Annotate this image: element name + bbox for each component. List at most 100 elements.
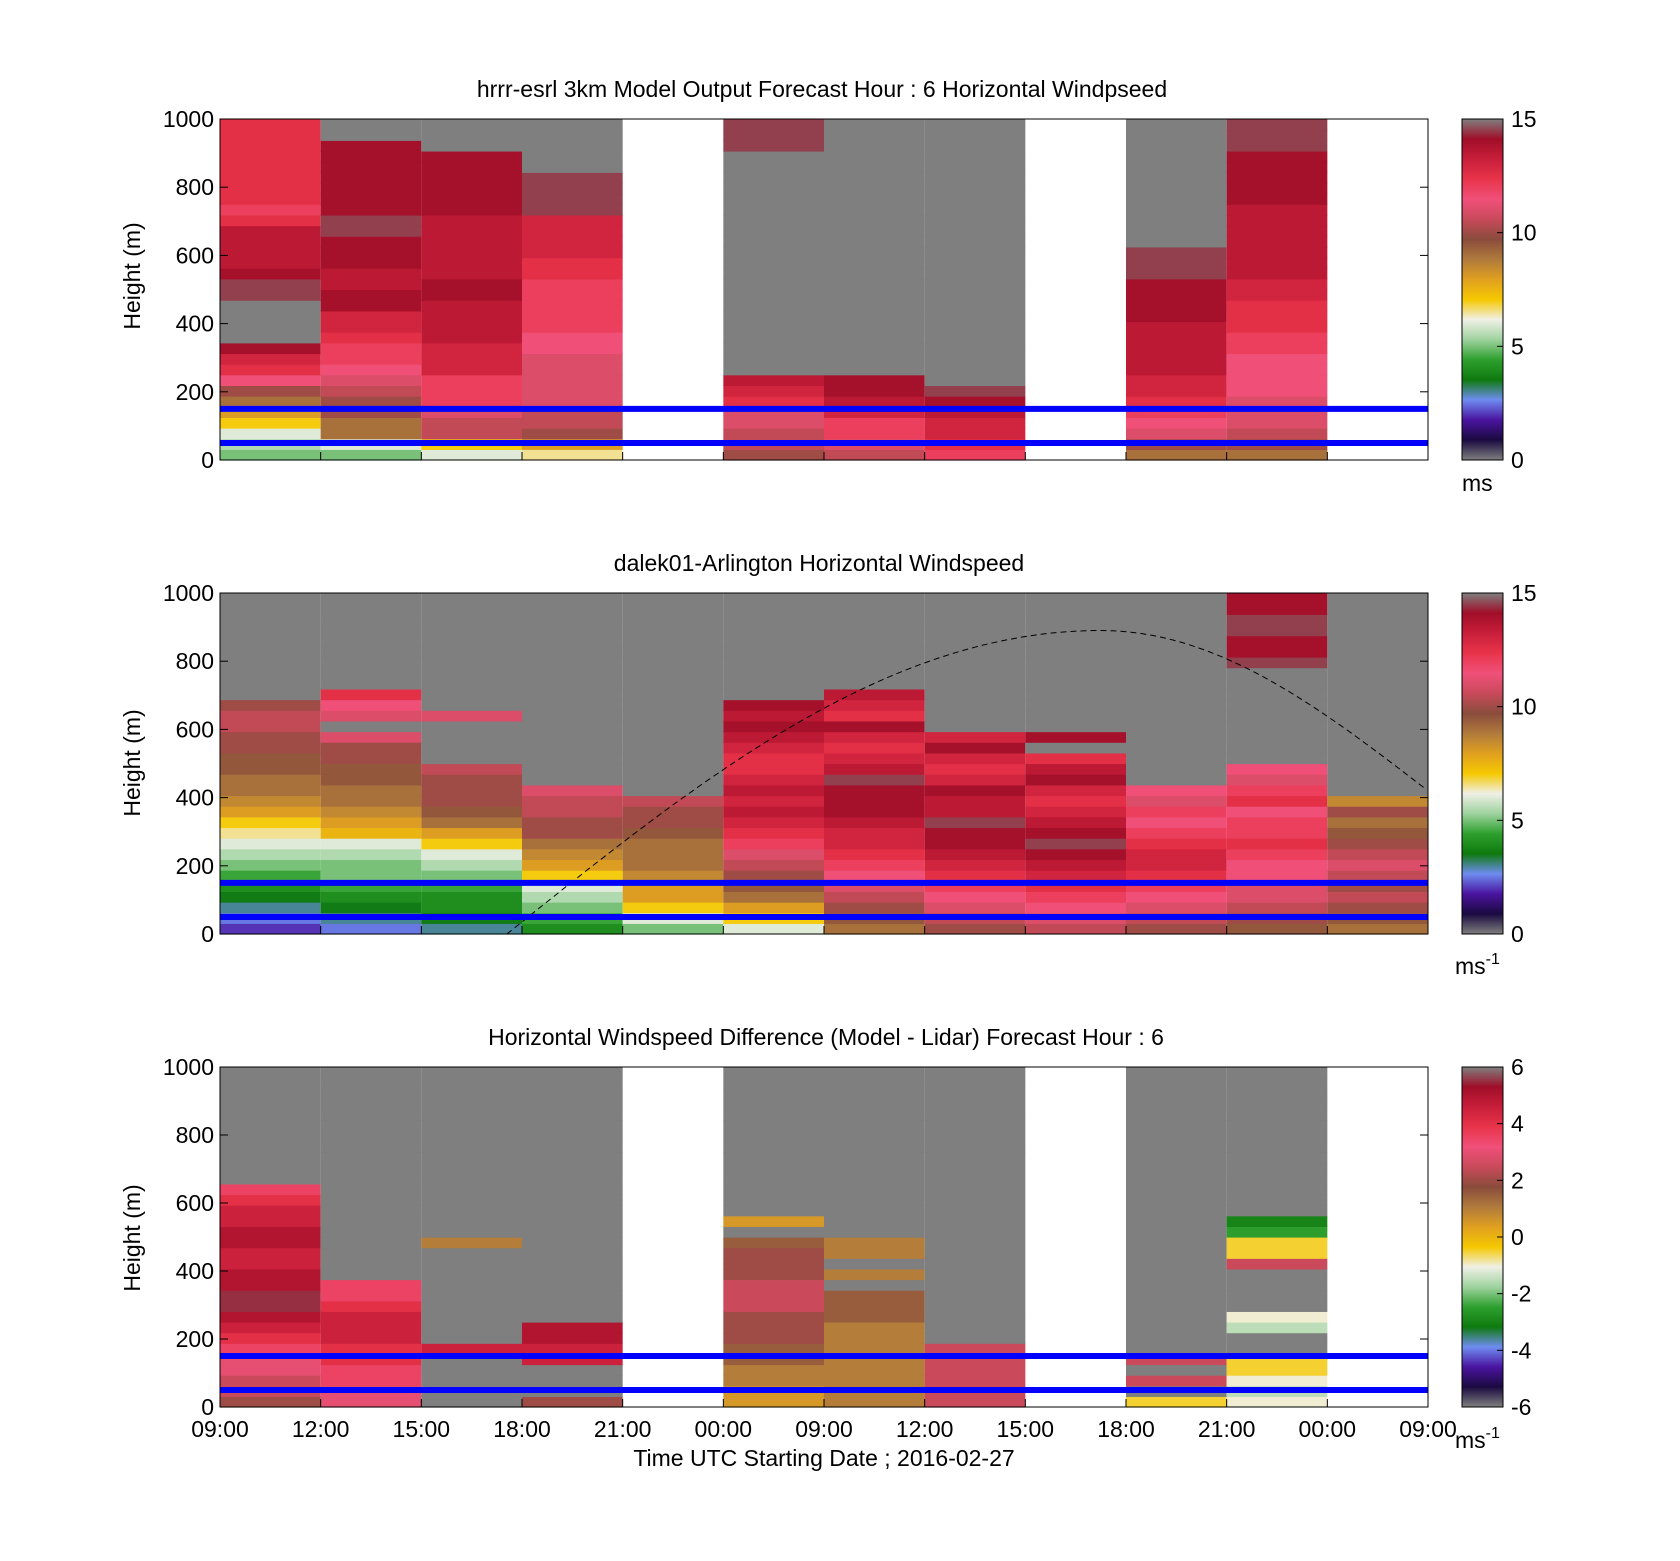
- heatmap-cell: [320, 300, 422, 312]
- heatmap-cell: [220, 593, 321, 605]
- heatmap-cell: [320, 1300, 422, 1312]
- panel-difference-colorbar-unit: ms-1: [1455, 1425, 1500, 1453]
- heatmap-cell: [1126, 161, 1227, 173]
- heatmap-cell: [924, 603, 1026, 615]
- heatmap-cell: [924, 406, 1026, 418]
- heatmap-cell: [924, 289, 1026, 301]
- heatmap-cell: [1226, 406, 1328, 418]
- heatmap-cell: [824, 1311, 925, 1323]
- heatmap-cell: [924, 891, 1026, 903]
- heatmap-cell: [421, 923, 522, 935]
- heatmap-cell: [220, 859, 321, 871]
- heatmap-cell: [421, 1088, 522, 1100]
- heatmap-cell: [1126, 1322, 1227, 1334]
- heatmap-cell: [421, 1258, 522, 1270]
- heatmap-cell: [1025, 774, 1126, 786]
- colorbar-tick-label: 4: [1511, 1111, 1524, 1137]
- ytick-label: 800: [176, 648, 214, 674]
- heatmap-cell: [522, 321, 623, 333]
- heatmap-cell: [1126, 236, 1227, 248]
- heatmap-cell: [622, 720, 724, 733]
- heatmap-cell: [1226, 1237, 1328, 1249]
- colorbar-bar: [1461, 1066, 1504, 1408]
- panel-difference-colorbar-unit-exp: -1: [1486, 1425, 1500, 1442]
- heatmap-cell: [421, 289, 522, 301]
- heatmap-cell: [723, 129, 824, 141]
- heatmap-cell: [1226, 1375, 1328, 1387]
- heatmap-cell: [824, 246, 925, 259]
- heatmap-cell: [924, 300, 1026, 312]
- heatmap-cell: [220, 1183, 321, 1196]
- heatmap-cell: [824, 225, 925, 237]
- heatmap-cell: [1226, 1162, 1328, 1174]
- heatmap-cell: [1226, 1183, 1328, 1196]
- panel-lidar-title: dalek01-Arlington Horizontal Windspeed: [614, 550, 1024, 576]
- heatmap-cell: [320, 1130, 422, 1142]
- heatmap-cell: [1126, 172, 1227, 184]
- heatmap-cell: [824, 1343, 925, 1355]
- heatmap-cell: [924, 172, 1026, 184]
- heatmap-cell: [1226, 289, 1328, 301]
- heatmap-cell: [522, 1332, 623, 1344]
- heatmap-cell: [1126, 1173, 1227, 1185]
- heatmap-cell: [924, 193, 1026, 205]
- colorbar-bar: [1461, 592, 1504, 935]
- heatmap-cell: [1226, 859, 1328, 871]
- heatmap-cell: [320, 182, 422, 195]
- heatmap-cell: [824, 396, 925, 408]
- heatmap-cell: [320, 635, 422, 647]
- heatmap-cell: [1126, 614, 1227, 626]
- heatmap-cell: [421, 353, 522, 365]
- heatmap-cell: [421, 1226, 522, 1238]
- heatmap-cell: [1226, 150, 1328, 163]
- heatmap-cell: [522, 795, 623, 807]
- heatmap-cell: [522, 1162, 623, 1174]
- heatmap-cell: [522, 428, 623, 440]
- xtick-label: 21:00: [594, 1416, 652, 1442]
- colorbar-tick-label: 5: [1511, 333, 1524, 359]
- ytick-label: 800: [176, 1122, 214, 1148]
- heatmap-cell: [1226, 1077, 1328, 1089]
- xtick-label: 12:00: [896, 1416, 954, 1442]
- heatmap-cell: [723, 848, 824, 861]
- heatmap-cell: [1226, 1396, 1328, 1408]
- heatmap-cell: [522, 278, 623, 291]
- heatmap-cell: [522, 1109, 623, 1121]
- heatmap-cell: [1126, 1067, 1227, 1079]
- heatmap-cell: [1327, 891, 1428, 903]
- heatmap-cell: [924, 1300, 1026, 1312]
- xtick-label: 21:00: [1198, 1416, 1256, 1442]
- ytick-label: 600: [176, 1190, 214, 1216]
- heatmap-cell: [1126, 816, 1227, 829]
- heatmap-cell: [220, 1109, 321, 1121]
- heatmap-cell: [522, 1247, 623, 1259]
- heatmap-cell: [421, 731, 522, 743]
- heatmap-cell: [1025, 720, 1126, 733]
- heatmap-cell: [1126, 1130, 1227, 1142]
- heatmap-cell: [1226, 816, 1328, 829]
- heatmap-cell: [1025, 784, 1126, 797]
- heatmap-cell: [622, 816, 724, 829]
- colorbar-tick-label: 0: [1511, 921, 1524, 947]
- heatmap-cell: [220, 396, 321, 408]
- heatmap-cell: [622, 614, 724, 626]
- heatmap-cell: [1327, 656, 1428, 669]
- panel-difference-colorbar: -6 -4 -2 0 2 4 6: [1461, 1054, 1532, 1420]
- heatmap-cell: [421, 204, 522, 216]
- heatmap-cell: [522, 172, 623, 184]
- heatmap-cell: [320, 342, 422, 355]
- heatmap-cell: [723, 880, 824, 892]
- heatmap-cell: [320, 1290, 422, 1302]
- heatmap-cell: [320, 806, 422, 818]
- heatmap-cell: [1126, 1205, 1227, 1217]
- heatmap-cell: [1327, 667, 1428, 679]
- ytick-label: 600: [176, 242, 214, 268]
- heatmap-cell: [723, 1120, 824, 1132]
- heatmap-cell: [220, 720, 321, 733]
- heatmap-cell: [320, 1173, 422, 1185]
- x-axis-label: Time UTC Starting Date ; 2016-02-27: [633, 1445, 1014, 1471]
- heatmap-cell: [220, 742, 321, 754]
- heatmap-cell: [924, 624, 1026, 637]
- panel-model-ylabel: Height (m): [119, 222, 145, 329]
- heatmap-cell: [320, 1077, 422, 1089]
